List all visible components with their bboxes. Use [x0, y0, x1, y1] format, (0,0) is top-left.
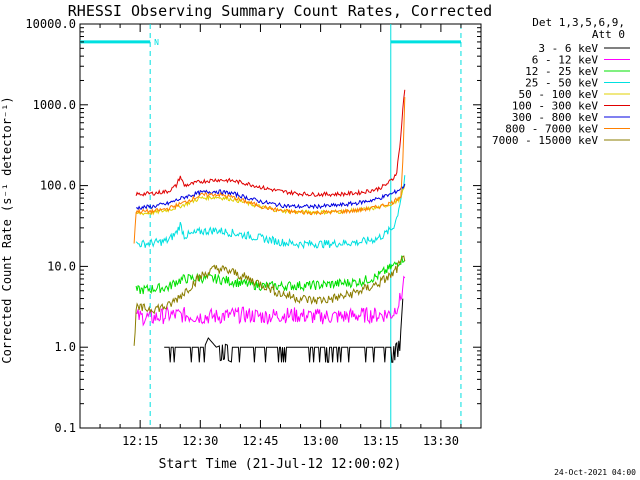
series-line [135, 89, 406, 198]
legend-entry-label: 12 - 25 keV [525, 65, 598, 78]
y-axis-label: Corrected Count Rate (s⁻¹ detector⁻¹) [0, 96, 14, 363]
series-line [133, 97, 406, 244]
legend-header-line: Att 0 [592, 28, 625, 41]
legend-entry-label: 300 - 800 keV [512, 111, 598, 124]
x-tick-label: 12:30 [182, 434, 218, 448]
y-tick-label: 10.0 [47, 259, 76, 273]
legend-entry-label: 25 - 50 keV [525, 77, 598, 90]
legend-entry-label: 6 - 12 keV [532, 54, 599, 67]
x-tick-label: 13:15 [363, 434, 399, 448]
x-tick-label: 12:15 [122, 434, 158, 448]
night-marker-label: N [154, 38, 159, 47]
y-tick-label: 0.1 [54, 421, 76, 435]
chart-title: RHESSI Observing Summary Count Rates, Co… [68, 2, 492, 20]
legend-entry-label: 7000 - 15000 keV [492, 134, 598, 147]
series-layer [133, 89, 406, 363]
legend-entry-label: 50 - 100 keV [519, 88, 599, 101]
y-tick-label: 1000.0 [33, 98, 76, 112]
y-tick-label: 1.0 [54, 340, 76, 354]
series-line [164, 298, 404, 363]
axes-layer: 0.1 1.0 10.0 100.0 1000.0 10000.0 12:15 12:30 12… [25, 17, 482, 448]
series-line [136, 275, 406, 327]
x-tick-label: 13:30 [423, 434, 459, 448]
y-tick-label: 100.0 [40, 179, 76, 193]
legend-entry-label: 3 - 6 keV [538, 42, 598, 55]
series-line [135, 175, 406, 250]
y-tick-label: 10000.0 [25, 17, 76, 31]
x-axis-label: Start Time (21-Jul-12 12:00:02) [159, 457, 402, 472]
footer-date: 24-Oct-2021 04:00 [554, 468, 636, 477]
series-line [133, 255, 406, 346]
plot-frame [79, 23, 482, 429]
x-tick-label: 12:45 [242, 434, 278, 448]
legend-entry-label: 100 - 300 keV [512, 100, 598, 113]
series-line [136, 183, 406, 211]
legend-header-line: Det 1,3,5,6,9, [532, 16, 625, 29]
x-tick-label: 13:00 [303, 434, 339, 448]
annotations-layer: N [80, 24, 462, 428]
legend-entry-label: 800 - 7000 keV [505, 123, 598, 136]
series-line [135, 255, 406, 295]
